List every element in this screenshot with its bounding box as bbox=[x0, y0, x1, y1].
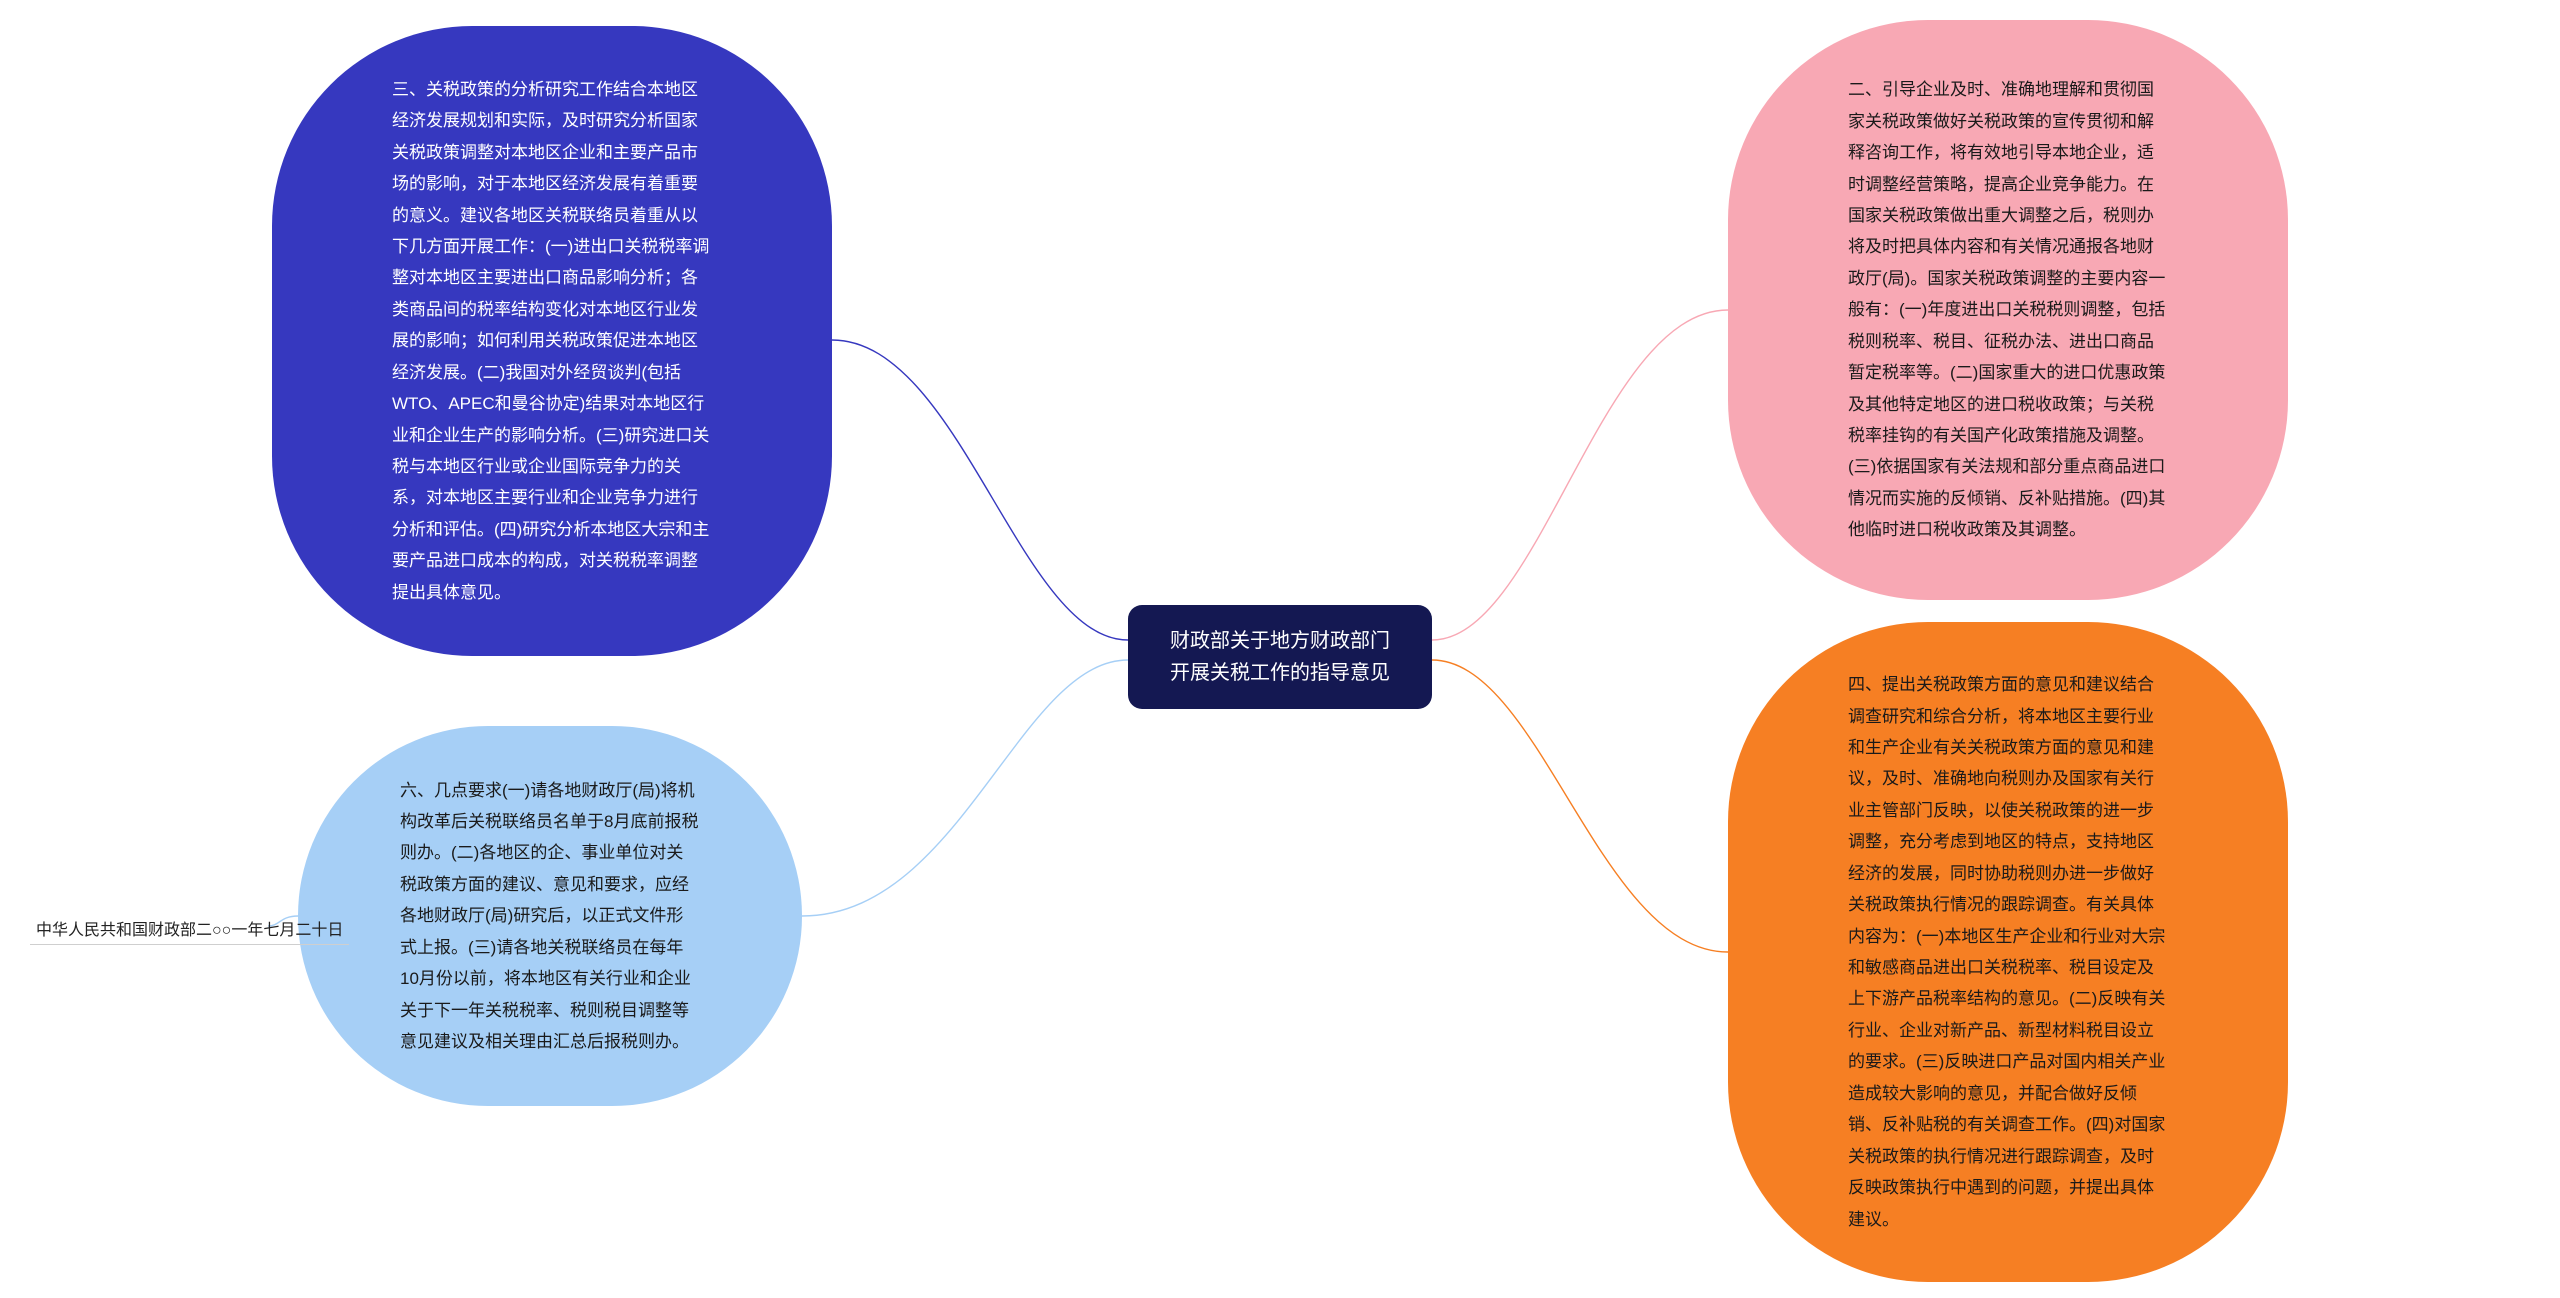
center-line1: 财政部关于地方财政部门 bbox=[1170, 625, 1390, 657]
branch-node-6-text: 六、几点要求(一)请各地财政厅(局)将机构改革后关税联络员名单于8月底前报税则办… bbox=[400, 775, 700, 1058]
branch-node-6[interactable]: 六、几点要求(一)请各地财政厅(局)将机构改革后关税联络员名单于8月底前报税则办… bbox=[298, 726, 802, 1106]
branch-node-2[interactable]: 二、引导企业及时、准确地理解和贯彻国家关税政策做好关税政策的宣传贯彻和解释咨询工… bbox=[1728, 20, 2288, 600]
branch-node-3-text: 三、关税政策的分析研究工作结合本地区经济发展规划和实际，及时研究分析国家关税政策… bbox=[392, 74, 712, 608]
branch-node-3[interactable]: 三、关税政策的分析研究工作结合本地区经济发展规划和实际，及时研究分析国家关税政策… bbox=[272, 26, 832, 656]
leaf-node-date[interactable]: 中华人民共和国财政部二○○一年七月二十日 bbox=[30, 912, 349, 945]
branch-node-2-text: 二、引导企业及时、准确地理解和贯彻国家关税政策做好关税政策的宣传贯彻和解释咨询工… bbox=[1848, 74, 2168, 546]
center-topic[interactable]: 财政部关于地方财政部门 开展关税工作的指导意见 bbox=[1128, 605, 1432, 709]
mindmap-canvas: 树图.cn 树图.cn 财政部关于地方财政部门 开展关税工作的指导意见 三、关税… bbox=[0, 0, 2560, 1298]
center-line2: 开展关税工作的指导意见 bbox=[1170, 657, 1390, 689]
branch-node-4[interactable]: 四、提出关税政策方面的意见和建议结合调查研究和综合分析，将本地区主要行业和生产企… bbox=[1728, 622, 2288, 1282]
branch-node-4-text: 四、提出关税政策方面的意见和建议结合调查研究和综合分析，将本地区主要行业和生产企… bbox=[1848, 669, 2168, 1235]
